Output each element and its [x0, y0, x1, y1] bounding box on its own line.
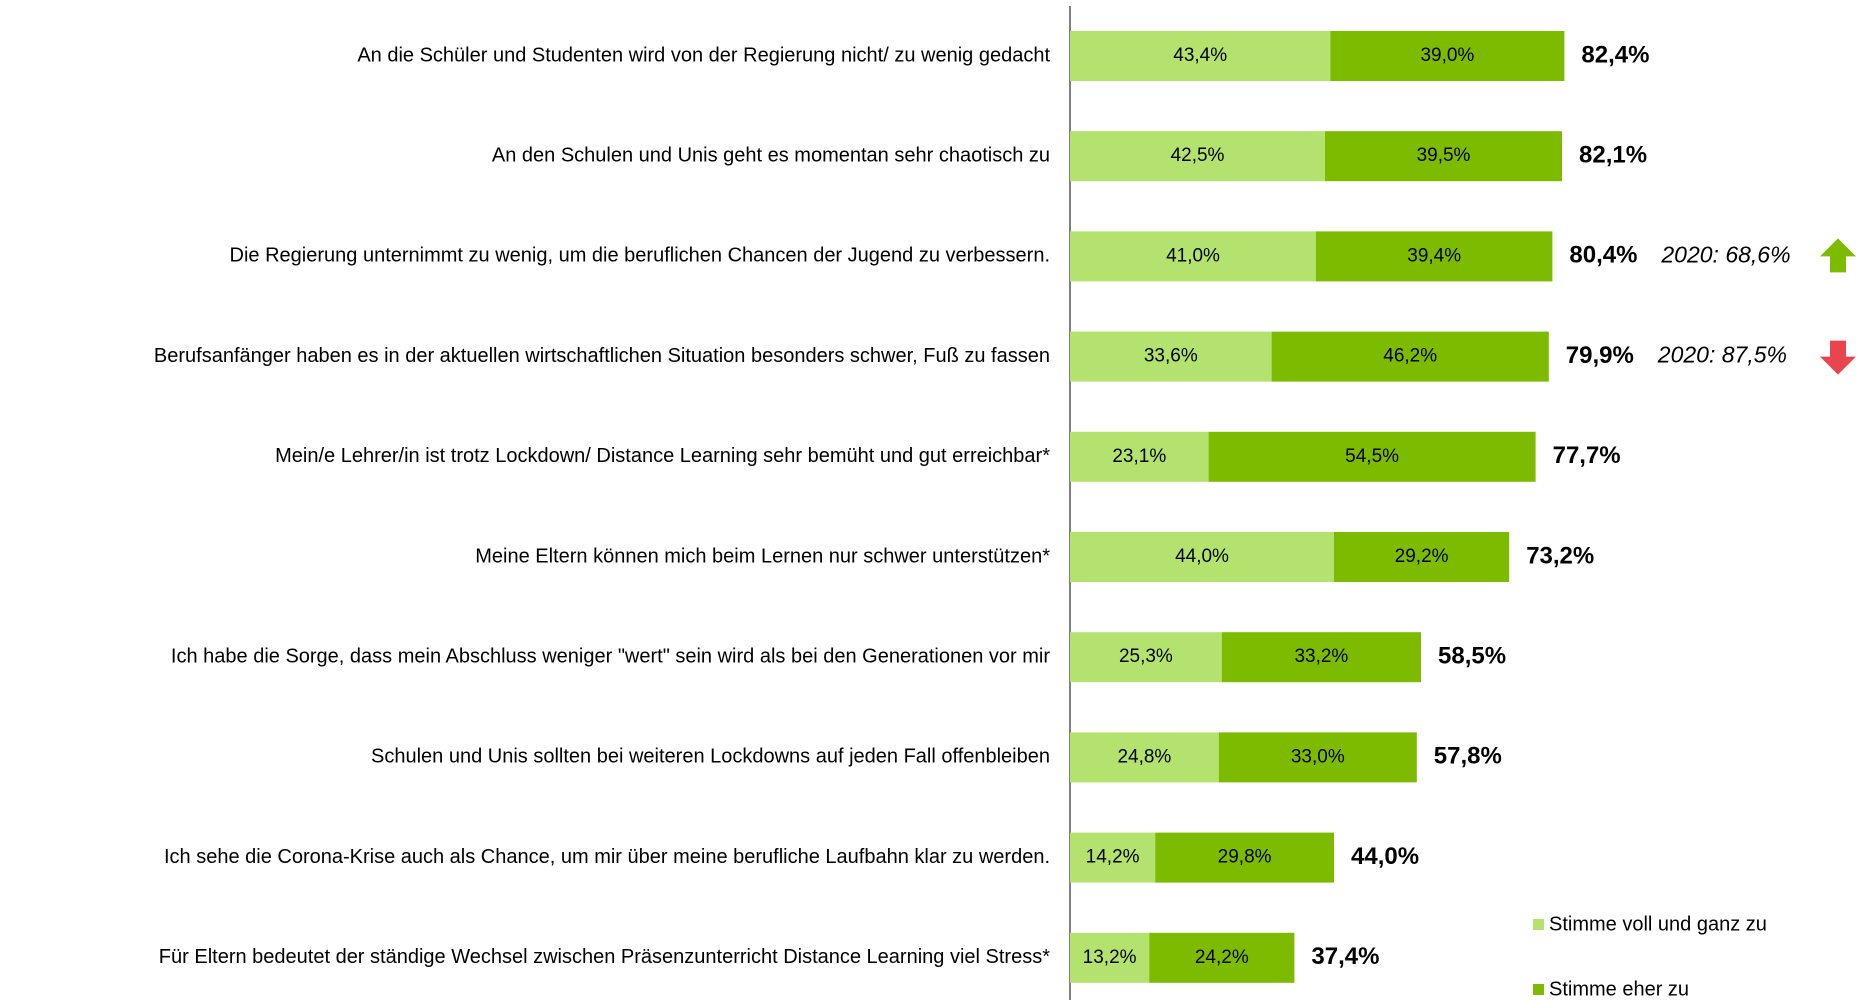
bar-segment: [1070, 532, 1334, 582]
total-label: 58,5%: [1438, 643, 1506, 670]
legend-label: Stimme voll und ganz zu: [1549, 913, 1767, 935]
category-label: Meine Eltern können mich beim Lernen nur…: [475, 545, 1050, 567]
bar-segment: [1149, 932, 1295, 983]
value-label: 43,4%: [1173, 45, 1227, 66]
value-label: 33,0%: [1291, 746, 1345, 767]
bar-segment: [1070, 31, 1331, 81]
total-label: 37,4%: [1311, 943, 1379, 970]
category-label: Die Regierung unternimmt zu wenig, um di…: [230, 245, 1050, 267]
value-label: 54,5%: [1345, 446, 1399, 467]
category-label: Für Eltern bedeutet der ständige Wechsel…: [159, 946, 1050, 968]
value-label: 42,5%: [1171, 145, 1225, 166]
value-label: 24,8%: [1117, 746, 1171, 767]
bar-segment: [1070, 331, 1272, 382]
category-label: Mein/e Lehrer/in ist trotz Lockdown/ Dis…: [275, 445, 1050, 467]
value-label: 23,1%: [1112, 446, 1166, 467]
total-label: 79,9%: [1566, 342, 1634, 369]
bar-segment: [1271, 331, 1549, 382]
comparison-label: 2020: 87,5%: [1657, 342, 1787, 368]
value-label: 29,8%: [1218, 847, 1272, 868]
total-label: 73,2%: [1526, 542, 1594, 569]
bar-segment: [1330, 31, 1565, 81]
category-label: Ich sehe die Corona-Krise auch als Chanc…: [164, 846, 1050, 868]
value-label: 46,2%: [1383, 346, 1437, 367]
value-label: 33,6%: [1144, 346, 1198, 367]
bar-segment: [1070, 932, 1150, 983]
value-label: 41,0%: [1166, 245, 1220, 266]
category-label: Berufsanfänger haben es in der aktuellen…: [154, 345, 1050, 367]
bar-segment: [1070, 832, 1156, 883]
bar-segment: [1218, 732, 1417, 783]
category-label: An den Schulen und Unis geht es momentan…: [492, 144, 1050, 166]
category-label: Schulen und Unis sollten bei weiteren Lo…: [371, 746, 1050, 768]
value-label: 39,5%: [1417, 145, 1471, 166]
value-label: 25,3%: [1119, 646, 1173, 667]
bar-segment: [1208, 431, 1536, 482]
total-label: 82,4%: [1581, 41, 1649, 68]
category-label: Ich habe die Sorge, dass mein Abschluss …: [171, 645, 1050, 667]
bar-segment: [1334, 532, 1510, 582]
bar-segment: [1316, 231, 1553, 282]
bar-segment: [1221, 632, 1421, 683]
bar-segment: [1070, 732, 1219, 783]
bar-segment: [1325, 131, 1562, 182]
legend-swatch: [1533, 984, 1544, 995]
bar-segment: [1070, 431, 1209, 482]
total-label: 77,7%: [1553, 442, 1621, 469]
trend-arrow: [1820, 238, 1856, 273]
value-label: 29,2%: [1395, 546, 1449, 567]
total-label: 82,1%: [1579, 142, 1647, 169]
bar-segment: [1070, 632, 1222, 683]
comparison-label: 2020: 68,6%: [1660, 241, 1790, 267]
value-label: 39,4%: [1407, 245, 1461, 266]
total-label: 57,8%: [1434, 743, 1502, 770]
trend-arrow: [1820, 340, 1856, 375]
value-label: 33,2%: [1294, 646, 1348, 667]
value-label: 24,2%: [1195, 947, 1249, 968]
value-label: 44,0%: [1175, 546, 1229, 567]
bar-segment: [1155, 832, 1334, 883]
bar-segment: [1070, 131, 1325, 182]
legend-swatch: [1533, 919, 1544, 930]
value-label: 13,2%: [1083, 947, 1137, 968]
legend-label: Stimme eher zu: [1549, 978, 1689, 1000]
value-label: 14,2%: [1086, 847, 1140, 868]
total-label: 80,4%: [1569, 242, 1637, 269]
value-label: 39,0%: [1420, 45, 1474, 66]
bar-segment: [1070, 231, 1316, 282]
total-label: 44,0%: [1351, 843, 1419, 870]
category-label: An die Schüler und Studenten wird von de…: [357, 44, 1050, 66]
